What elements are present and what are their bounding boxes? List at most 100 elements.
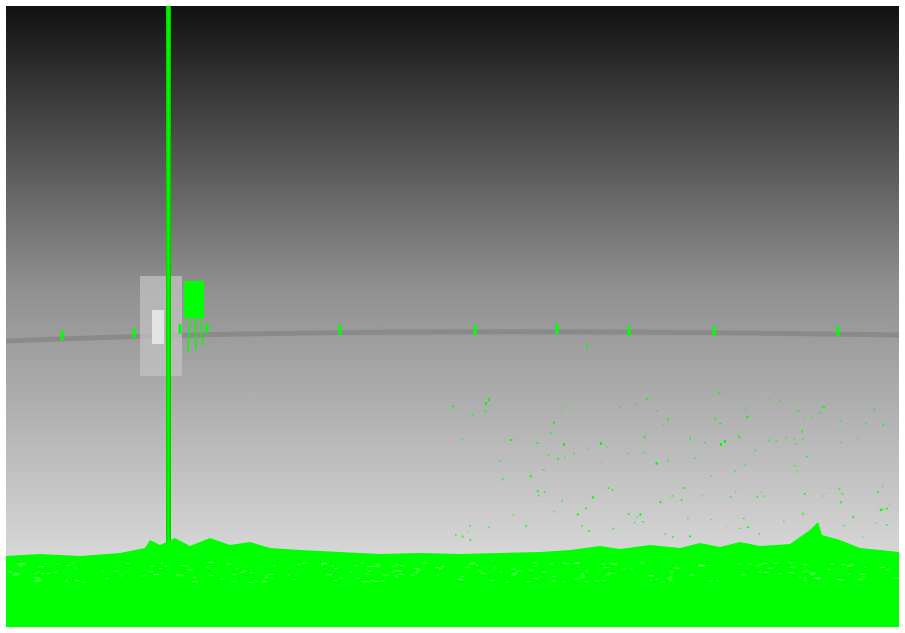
- noise-dot: [549, 431, 552, 434]
- noise-dot: [822, 495, 824, 497]
- utility-pole: [166, 6, 171, 552]
- noise-dot: [467, 531, 470, 533]
- noise-dot: [786, 423, 788, 425]
- ground-speck: [629, 568, 633, 570]
- ground-speck: [397, 570, 402, 572]
- ground-speck: [7, 571, 12, 573]
- noise-dot: [714, 417, 717, 420]
- noise-dot: [693, 457, 696, 460]
- ground-speck: [458, 578, 463, 580]
- insulators: [60, 323, 840, 340]
- ground-speck: [669, 570, 674, 572]
- ground-speck: [236, 567, 239, 569]
- ground-speck: [207, 562, 214, 564]
- noise-dot: [664, 533, 667, 535]
- noise-dot: [655, 462, 658, 465]
- insulator: [473, 325, 477, 335]
- ground-speck: [255, 580, 258, 582]
- noise-dot: [611, 488, 614, 492]
- ground-speck: [297, 563, 301, 565]
- noise-dot: [754, 449, 757, 452]
- ground-speck: [153, 573, 160, 575]
- ground-speck: [740, 574, 747, 576]
- noise-dot: [779, 399, 782, 402]
- ground-speck: [668, 579, 673, 581]
- ground-speck: [857, 578, 863, 580]
- noise-dot: [451, 405, 455, 408]
- noise-dot: [591, 496, 595, 499]
- ground-speck: [113, 570, 119, 572]
- ground-speck: [541, 571, 547, 573]
- ground-speck: [16, 563, 20, 565]
- ground-speck: [525, 581, 531, 583]
- noise-dot: [689, 437, 691, 440]
- ground-speck: [34, 580, 40, 582]
- ground-speck: [231, 573, 237, 575]
- ground-speck: [353, 565, 358, 567]
- ground-speck: [551, 575, 556, 577]
- ground-speck: [803, 580, 807, 582]
- noise-dot: [810, 415, 812, 418]
- ground-speck: [205, 566, 209, 568]
- noise-dot: [804, 418, 806, 420]
- ground-speck: [864, 566, 867, 568]
- ground-speck: [242, 570, 247, 572]
- ground-speck: [74, 567, 77, 569]
- ground-speck: [475, 564, 479, 566]
- ground-speck: [391, 565, 395, 567]
- noise-dot: [552, 421, 556, 424]
- noise-dot: [634, 521, 636, 524]
- noise-dot: [843, 524, 846, 527]
- ground-speck: [35, 579, 42, 581]
- ground-speck: [240, 571, 245, 573]
- ground-speck: [860, 573, 866, 575]
- noise-dot: [889, 504, 891, 506]
- ground-speck: [226, 564, 229, 566]
- noise-dot: [607, 487, 610, 489]
- ground-speck: [489, 579, 495, 581]
- ground-speck: [41, 572, 45, 574]
- ground-speck: [840, 579, 844, 581]
- noise-dot: [841, 492, 844, 495]
- noise-dot: [501, 478, 504, 481]
- noise-dot: [710, 518, 712, 520]
- ground-speck: [70, 562, 75, 564]
- ground-speck: [331, 565, 334, 567]
- noise-dot: [627, 513, 631, 515]
- ground-speck: [802, 571, 806, 573]
- ground-speck: [381, 580, 385, 582]
- ground-speck: [610, 563, 615, 565]
- ground-speck: [761, 562, 768, 564]
- ground-speck: [886, 569, 889, 571]
- noise-dot: [877, 491, 880, 494]
- ground-speck: [149, 571, 153, 573]
- noise-dot: [542, 469, 545, 471]
- noise-dot: [738, 435, 741, 439]
- ground-speck: [841, 563, 846, 565]
- ground-speck: [689, 574, 695, 576]
- ground-speck: [815, 578, 821, 580]
- noise-dot: [875, 522, 877, 524]
- noise-dot: [688, 535, 692, 538]
- noise-dot: [729, 496, 732, 498]
- noise-dot: [669, 497, 671, 499]
- noise-dot: [885, 507, 888, 510]
- ground-speck: [813, 577, 820, 579]
- noise-dot: [569, 410, 572, 412]
- ground-speck: [670, 572, 673, 574]
- ground-speck: [439, 568, 443, 570]
- ground-speck: [477, 570, 482, 572]
- noise-dot: [881, 508, 885, 510]
- ground-speck: [511, 568, 516, 570]
- noise-dot: [746, 415, 749, 418]
- ground-speck: [758, 571, 762, 573]
- ground-speck: [499, 571, 502, 573]
- ground-speck: [140, 575, 145, 577]
- ground-speck: [326, 574, 332, 576]
- noise-dot: [581, 524, 583, 528]
- noise-dot: [745, 407, 747, 411]
- noise-dot: [840, 420, 842, 422]
- ground-speck: [847, 573, 851, 575]
- ground-speck: [603, 567, 609, 569]
- ground-speck: [395, 576, 399, 578]
